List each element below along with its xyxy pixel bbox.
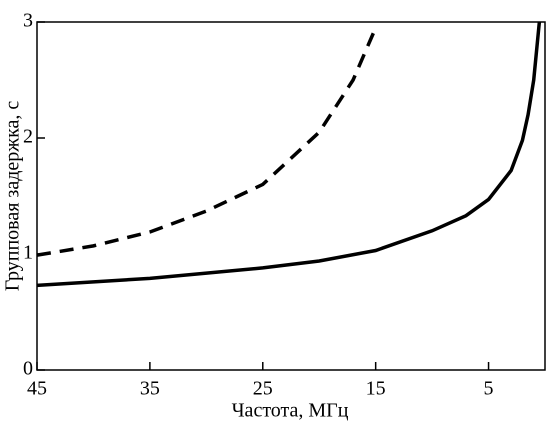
x-tick-label: 45 <box>27 378 47 400</box>
line-series <box>36 27 378 257</box>
y-tick-label: 3 <box>23 10 33 32</box>
plot-frame <box>36 21 546 371</box>
line-series <box>36 21 542 288</box>
x-tick-label: 15 <box>366 378 386 400</box>
x-tick-label: 35 <box>140 378 160 400</box>
y-axis-label: Групповая задержка, с <box>2 101 24 292</box>
y-tick-label: 1 <box>23 242 33 264</box>
x-tick-label: 5 <box>484 378 494 400</box>
x-axis-label: Частота, МГц <box>232 400 349 422</box>
y-tick-label: 2 <box>23 126 33 148</box>
y-tick-label: 0 <box>23 358 33 380</box>
x-tick-label: 25 <box>253 378 273 400</box>
